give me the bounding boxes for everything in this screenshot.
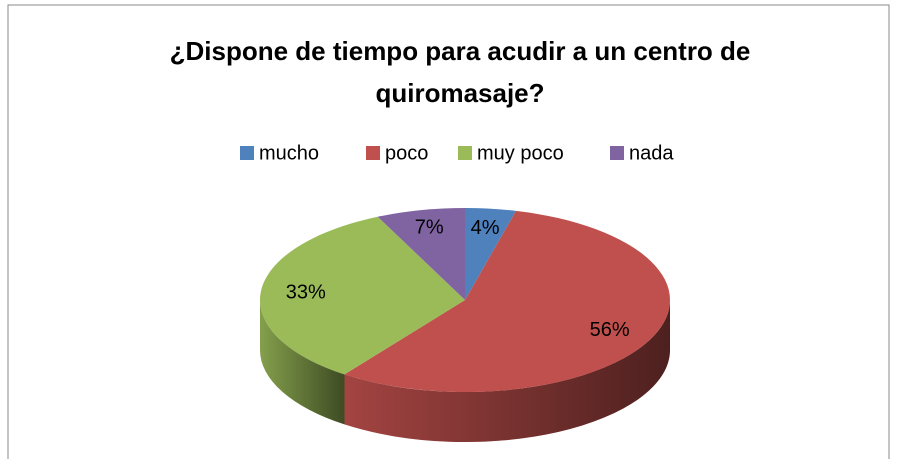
data-label: 4% (471, 217, 500, 239)
legend-swatch (610, 146, 624, 160)
side-shade (260, 300, 345, 425)
legend-swatch (240, 146, 254, 160)
slice (344, 210, 670, 392)
legend-swatch (366, 146, 380, 160)
side-shade (344, 300, 670, 442)
data-label: 7% (415, 216, 444, 238)
chart-title: ¿Dispone de tiempo para acudir a un cent… (169, 36, 751, 108)
slice (259, 216, 465, 375)
data-label: 56% (590, 319, 630, 341)
legend-label: mucho (259, 142, 319, 164)
legend-label: muy poco (477, 142, 564, 164)
legend-label: poco (385, 142, 428, 164)
slice (377, 208, 465, 300)
legend-label: nada (629, 142, 674, 164)
slice (465, 208, 516, 300)
data-label: 33% (286, 282, 326, 304)
legend-swatch (458, 146, 472, 160)
